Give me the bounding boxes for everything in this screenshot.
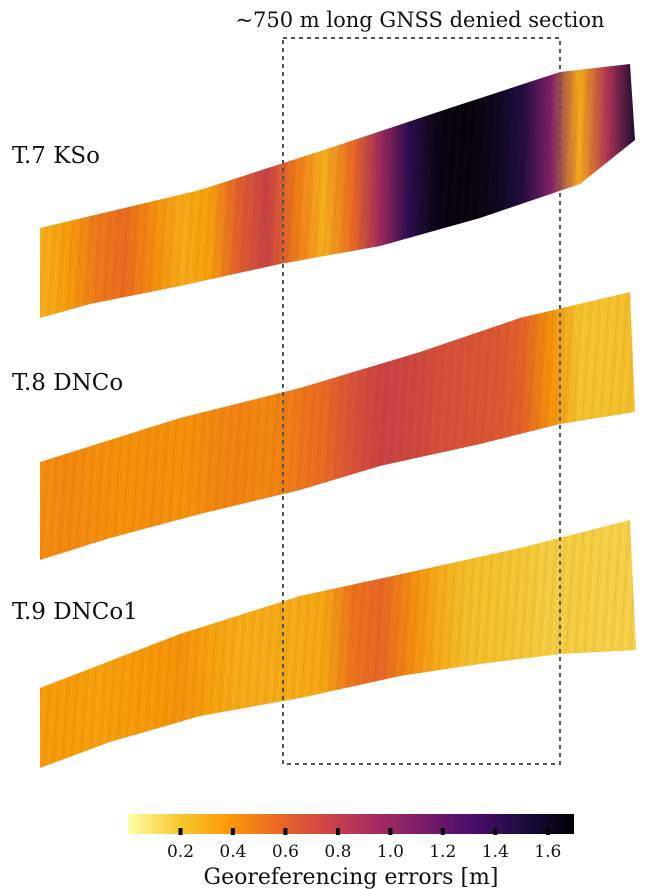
strip-label-t9-dnco1: T.9 DNCo1 (12, 599, 138, 625)
colorbar-tick (335, 828, 340, 835)
strip-t7-kso (40, 64, 635, 318)
colorbar-tick-label: 1.4 (482, 842, 509, 862)
colorbar-title: Georeferencing errors [m] (204, 865, 499, 889)
colorbar-tick-label: 1.2 (429, 842, 456, 862)
colorbar-tick (388, 828, 393, 835)
colorbar-tick (545, 828, 550, 835)
colorbar-tick-label: 0.4 (219, 842, 246, 862)
gnss-denied-box (282, 37, 561, 765)
strip-t7-kso-surface-texture (40, 64, 635, 318)
colorbar (128, 814, 574, 834)
gnss-section-label: ~750 m long GNSS denied section (235, 8, 604, 32)
colorbar-tick (230, 828, 235, 835)
colorbar-tick (493, 828, 498, 835)
strip-label-t7-kso: T.7 KSo (12, 143, 100, 169)
strip-t8-dnco-surface-texture (40, 292, 635, 560)
strip-t8-dnco (40, 292, 635, 560)
colorbar-tick-label: 1.6 (534, 842, 561, 862)
colorbar-tick-label: 1.0 (377, 842, 404, 862)
strip-t9-dnco1 (40, 520, 636, 768)
colorbar-tick-label: 0.2 (167, 842, 194, 862)
strip-t9-dnco1-surface-texture (40, 520, 636, 768)
colorbar-tick-label: 0.6 (272, 842, 299, 862)
colorbar-tick (440, 828, 445, 835)
colorbar-ticks: 0.2 0.4 0.6 0.8 1.0 1.2 1.4 1.6 (167, 828, 561, 862)
colorbar-tick (178, 828, 183, 835)
colorbar-tick-label: 0.8 (324, 842, 351, 862)
colorbar-tick (283, 828, 288, 835)
strip-label-t8-dnco: T.8 DNCo (12, 370, 123, 396)
